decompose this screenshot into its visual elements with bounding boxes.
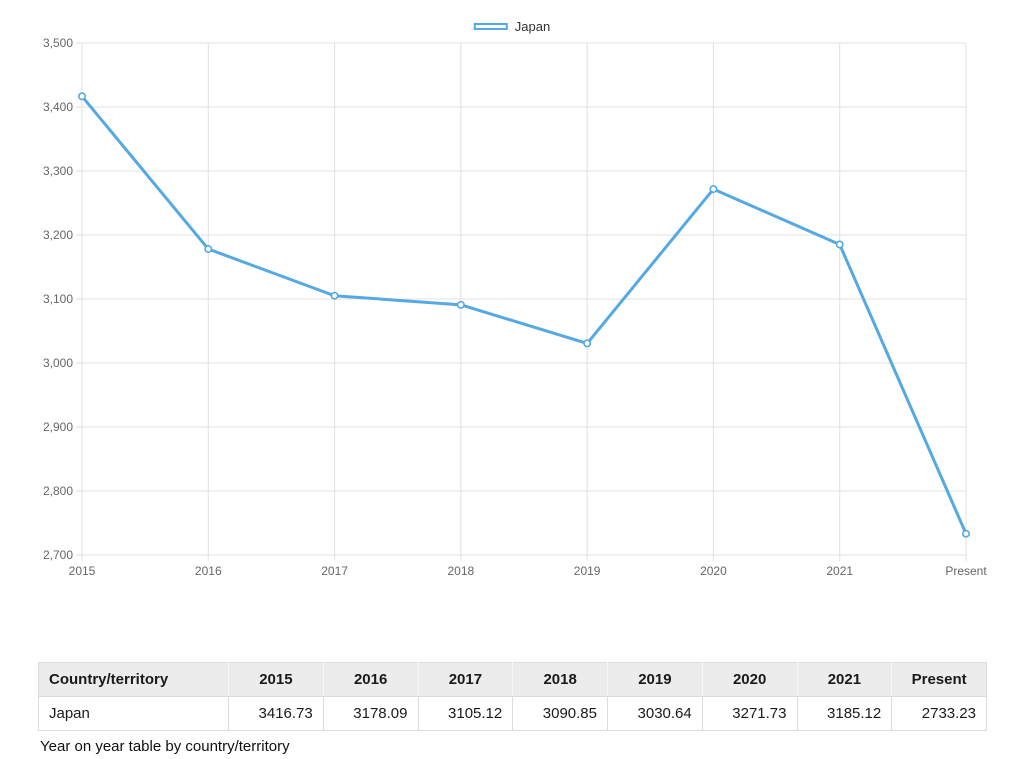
legend-label: Japan — [514, 19, 551, 34]
x-axis-label: 2017 — [321, 564, 348, 578]
y-axis-label: 2,700 — [43, 548, 73, 562]
table-cell-value: 3271.73 — [701, 696, 798, 731]
chart-area: Japan 2,700 2,800 2,900 3,000 3,100 3,200 3,30… — [43, 19, 987, 578]
data-point-marker[interactable] — [78, 92, 87, 101]
table-header-cell: 2020 — [701, 662, 798, 697]
table-header-cell: 2015 — [228, 662, 324, 697]
table-wrap: Country/territory 2015 2016 2017 2018 2019 202… — [38, 662, 987, 731]
table-header-cell: 2021 — [796, 662, 893, 697]
y-axis-label: 3,400 — [43, 100, 73, 114]
chart-legend-item-japan[interactable]: Japan — [473, 19, 551, 34]
table-row: Japan 3416.73 3178.09 3105.12 3090.85 3030.64… — [38, 696, 987, 731]
y-axis-label: 2,800 — [43, 484, 73, 498]
table-body: Japan 3416.73 3178.09 3105.12 3090.85 3030.64… — [38, 696, 987, 731]
data-point-marker[interactable] — [835, 240, 844, 249]
table-cell-value: 3185.12 — [796, 696, 893, 731]
table-cell-value: 3105.12 — [417, 696, 514, 731]
year-on-year-table: Country/territory 2015 2016 2017 2018 2019 202… — [38, 662, 987, 731]
data-point-marker[interactable] — [330, 291, 339, 300]
table-header-cell: 2016 — [322, 662, 419, 697]
y-axis-label: 3,300 — [43, 164, 73, 178]
table-caption: Year on year table by country/territory — [40, 738, 290, 755]
y-axis-label: 3,200 — [43, 228, 73, 242]
x-axis-label: Present — [945, 564, 987, 578]
x-axis-label: 2015 — [69, 564, 96, 578]
table-head: Country/territory 2015 2016 2017 2018 2019 202… — [38, 662, 987, 697]
data-point-marker[interactable] — [456, 300, 465, 309]
line-chart: 2,700 2,800 2,900 3,000 3,100 3,200 3,300 3,400… — [43, 36, 987, 578]
x-axis-label: 2016 — [195, 564, 222, 578]
y-axis-label: 2,900 — [43, 420, 73, 434]
data-point-marker[interactable] — [961, 529, 970, 538]
table-cell-value: 3030.64 — [607, 696, 703, 731]
table-header-cell: 2018 — [512, 662, 608, 697]
table-cell-country: Japan — [38, 696, 229, 731]
legend-swatch-icon — [473, 23, 508, 30]
table-header-cell: Country/territory — [38, 662, 229, 697]
table-header-cell: 2017 — [417, 662, 514, 697]
x-axis-label: 2020 — [700, 564, 727, 578]
data-point-marker[interactable] — [583, 339, 592, 348]
table-cell-value: 3416.73 — [228, 696, 324, 731]
x-axis-label: 2021 — [826, 564, 853, 578]
table-header-row: Country/territory 2015 2016 2017 2018 2019 202… — [38, 662, 987, 697]
table-header-cell: 2019 — [607, 662, 703, 697]
table-cell-value: 3090.85 — [512, 696, 608, 731]
data-point-marker[interactable] — [204, 245, 213, 254]
table-cell-value: 2733.23 — [891, 696, 987, 731]
data-point-marker[interactable] — [709, 185, 718, 194]
y-axis-label: 3,000 — [43, 356, 73, 370]
y-axis-label: 3,500 — [43, 36, 73, 50]
table-header-cell: Present — [891, 662, 987, 697]
x-axis-label: 2018 — [448, 564, 475, 578]
y-axis-label: 3,100 — [43, 292, 73, 306]
table-cell-value: 3178.09 — [322, 696, 419, 731]
series-line-japan — [80, 94, 968, 536]
x-axis-label: 2019 — [574, 564, 601, 578]
